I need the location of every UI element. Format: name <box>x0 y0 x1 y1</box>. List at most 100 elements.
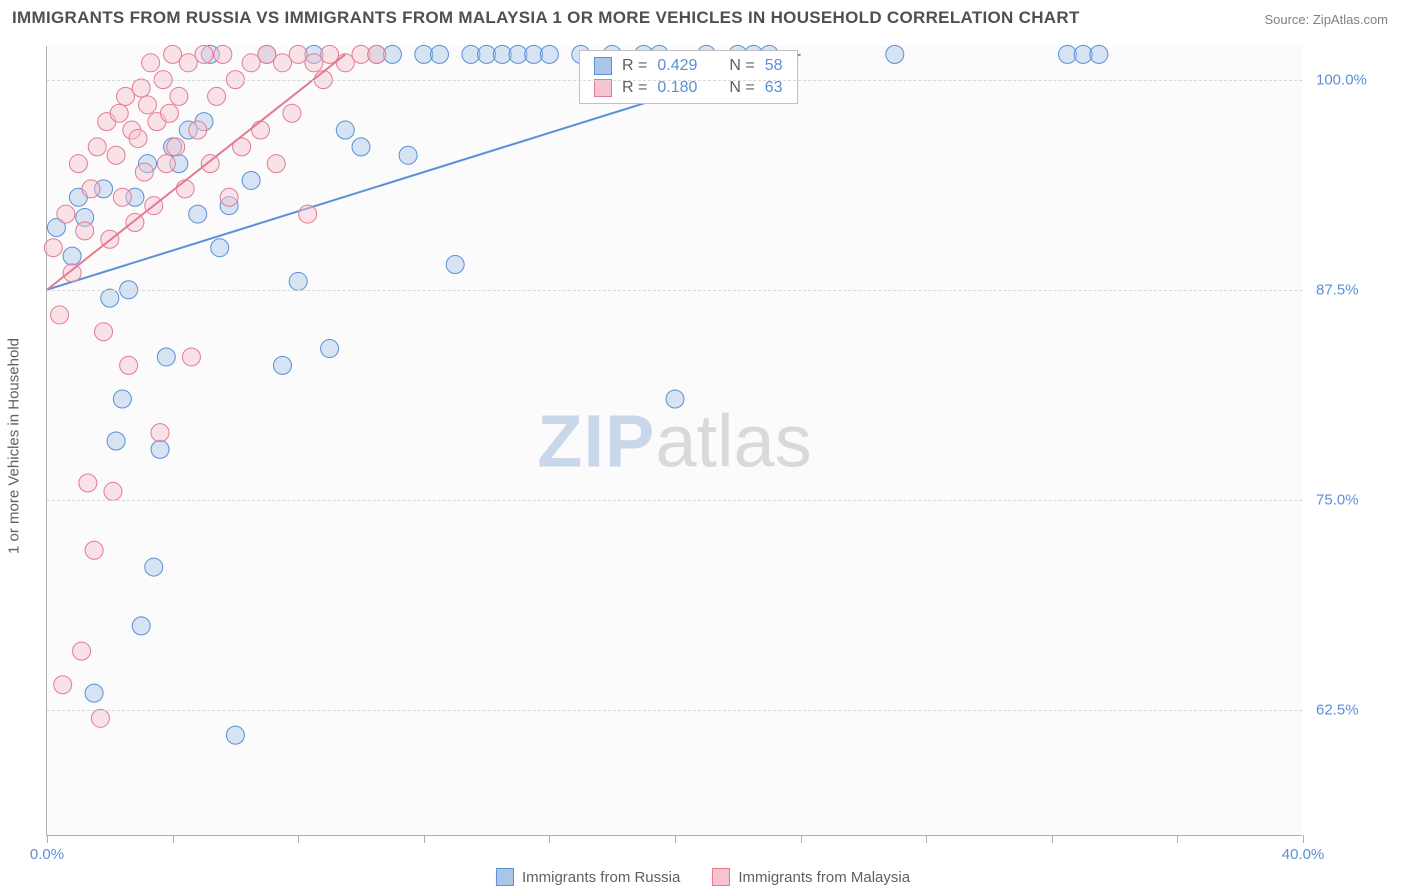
x-tick <box>801 835 802 843</box>
scatter-point <box>63 247 81 265</box>
scatter-point <box>138 96 156 114</box>
scatter-point <box>110 104 128 122</box>
scatter-point <box>85 541 103 559</box>
scatter-point <box>336 121 354 139</box>
scatter-point <box>267 155 285 173</box>
scatter-point <box>107 146 125 164</box>
scatter-point <box>95 323 113 341</box>
stats-row: R = 0.429 N = 58 <box>580 55 797 77</box>
scatter-point <box>57 205 75 223</box>
stats-r-value: 0.429 <box>657 57 697 75</box>
x-tick <box>424 835 425 843</box>
stats-r-label: R = <box>622 57 647 75</box>
scatter-point <box>274 54 292 72</box>
y-tick-label: 75.0% <box>1316 491 1396 508</box>
scatter-point <box>283 104 301 122</box>
x-tick <box>926 835 927 843</box>
scatter-point <box>113 188 131 206</box>
stats-n-label: N = <box>729 57 754 75</box>
scatter-point <box>76 222 94 240</box>
scatter-point <box>88 138 106 156</box>
scatter-point <box>305 54 323 72</box>
scatter-point <box>85 684 103 702</box>
scatter-point <box>82 180 100 198</box>
scatter-point <box>176 180 194 198</box>
scatter-point <box>91 709 109 727</box>
scatter-point <box>129 129 147 147</box>
stats-box: R = 0.429N = 58R = 0.180N = 63 <box>579 50 798 104</box>
x-tick <box>549 835 550 843</box>
scatter-point <box>226 726 244 744</box>
legend-item: Immigrants from Russia <box>496 868 680 886</box>
scatter-point <box>164 45 182 63</box>
scatter-point <box>201 155 219 173</box>
scatter-point <box>258 45 276 63</box>
x-tick <box>298 835 299 843</box>
scatter-point <box>289 272 307 290</box>
scatter-point <box>135 163 153 181</box>
x-tick <box>47 835 48 843</box>
scatter-point <box>242 54 260 72</box>
stats-n-value: 58 <box>765 57 783 75</box>
scatter-point <box>160 104 178 122</box>
regression-line <box>47 54 345 289</box>
scatter-point <box>179 54 197 72</box>
legend-item: Immigrants from Malaysia <box>712 868 910 886</box>
scatter-point <box>63 264 81 282</box>
plot-area: ZIPatlas R = 0.429N = 58R = 0.180N = 63 … <box>46 46 1302 836</box>
legend-swatch <box>496 868 514 886</box>
scatter-point <box>321 340 339 358</box>
scatter-point <box>104 482 122 500</box>
scatter-point <box>431 45 449 63</box>
scatter-point <box>73 642 91 660</box>
scatter-point <box>132 617 150 635</box>
scatter-point <box>886 45 904 63</box>
scatter-point <box>101 289 119 307</box>
y-tick-label: 62.5% <box>1316 701 1396 718</box>
gridline <box>47 80 1302 81</box>
legend-swatch <box>594 79 612 97</box>
scatter-point <box>142 54 160 72</box>
scatter-point <box>167 138 185 156</box>
x-tick <box>1303 835 1304 843</box>
stats-n-value: 63 <box>765 79 783 97</box>
scatter-point <box>132 79 150 97</box>
scatter-point <box>44 239 62 257</box>
scatter-point <box>151 424 169 442</box>
scatter-point <box>399 146 417 164</box>
x-tick <box>675 835 676 843</box>
scatter-point <box>113 390 131 408</box>
scatter-point <box>211 239 229 257</box>
x-tick <box>173 835 174 843</box>
y-tick-label: 100.0% <box>1316 71 1396 88</box>
scatter-point <box>195 45 213 63</box>
chart-title: IMMIGRANTS FROM RUSSIA VS IMMIGRANTS FRO… <box>12 8 1080 28</box>
scatter-point <box>157 155 175 173</box>
scatter-point <box>274 356 292 374</box>
scatter-point <box>69 155 87 173</box>
scatter-point <box>214 45 232 63</box>
y-axis-label: 1 or more Vehicles in Household <box>6 338 23 554</box>
scatter-point <box>540 45 558 63</box>
legend-label: Immigrants from Russia <box>522 869 680 886</box>
legend-label: Immigrants from Malaysia <box>738 869 910 886</box>
scatter-point <box>252 121 270 139</box>
scatter-point <box>299 205 317 223</box>
source-label: Source: ZipAtlas.com <box>1264 12 1388 27</box>
scatter-point <box>117 87 135 105</box>
scatter-point <box>170 87 188 105</box>
scatter-point <box>446 256 464 274</box>
scatter-point <box>368 45 386 63</box>
chart-svg <box>47 46 1302 835</box>
scatter-point <box>289 45 307 63</box>
x-tick-label: 40.0% <box>1282 846 1325 863</box>
stats-r-value: 0.180 <box>657 79 697 97</box>
gridline <box>47 710 1302 711</box>
scatter-point <box>54 676 72 694</box>
stats-r-label: R = <box>622 79 647 97</box>
scatter-point <box>220 188 238 206</box>
scatter-point <box>107 432 125 450</box>
legend-bottom: Immigrants from Russia Immigrants from Ma… <box>496 868 910 886</box>
x-tick-label: 0.0% <box>30 846 64 863</box>
scatter-point <box>79 474 97 492</box>
